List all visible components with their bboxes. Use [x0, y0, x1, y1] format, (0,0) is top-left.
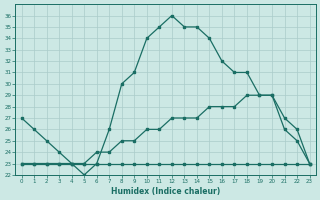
X-axis label: Humidex (Indice chaleur): Humidex (Indice chaleur)	[111, 187, 220, 196]
